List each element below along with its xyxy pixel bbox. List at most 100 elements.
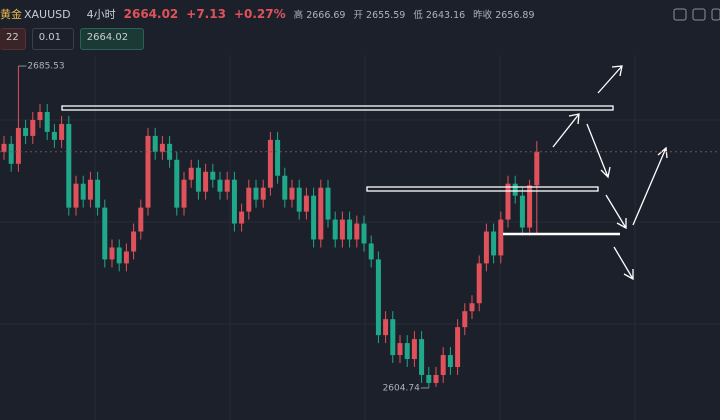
candle-body bbox=[102, 207, 108, 260]
candle-body bbox=[95, 179, 101, 208]
candle-body bbox=[267, 139, 273, 188]
candle-body bbox=[188, 167, 194, 180]
candle-body bbox=[73, 183, 79, 208]
prev-close: 2656.89 bbox=[495, 10, 535, 21]
candle-body bbox=[498, 219, 504, 256]
candle-body bbox=[332, 219, 338, 240]
change-pct: +0.27% bbox=[233, 7, 286, 21]
candle-body bbox=[87, 179, 93, 200]
candle-body bbox=[325, 187, 331, 220]
candle-body bbox=[44, 111, 50, 132]
candle-body bbox=[419, 339, 425, 375]
high: 2666.69 bbox=[306, 10, 346, 21]
candle-body bbox=[433, 374, 439, 383]
candle-body bbox=[210, 171, 216, 180]
candle-body bbox=[282, 175, 288, 200]
annotations bbox=[61, 65, 668, 281]
candle-body bbox=[296, 187, 302, 212]
low-label: 低 bbox=[413, 10, 423, 21]
candle-body bbox=[339, 219, 345, 240]
support-box bbox=[366, 186, 599, 192]
arrows bbox=[552, 65, 668, 281]
sell-price[interactable]: 22 bbox=[0, 28, 26, 50]
high-label: 高 bbox=[293, 10, 304, 21]
order-bar: 22 0.01 2664.02 bbox=[0, 28, 144, 50]
candle-body bbox=[411, 339, 417, 360]
resistance-box bbox=[61, 105, 614, 111]
price: 2664.02 bbox=[123, 7, 179, 21]
candle-body bbox=[159, 143, 165, 152]
candle-body bbox=[289, 187, 295, 200]
candle-body bbox=[519, 195, 525, 228]
buy-price[interactable]: 2664.02 bbox=[79, 28, 144, 50]
candles bbox=[1, 66, 540, 388]
candle-body bbox=[260, 187, 266, 200]
candle-body bbox=[404, 343, 410, 360]
candle-body bbox=[253, 187, 259, 200]
candle-body bbox=[534, 151, 540, 186]
candle-body bbox=[23, 127, 29, 136]
prev-label: 昨收 bbox=[473, 10, 493, 21]
candle-body bbox=[483, 231, 489, 264]
candle-body bbox=[303, 195, 309, 212]
candle-body bbox=[354, 223, 360, 240]
candle-body bbox=[505, 183, 511, 220]
candle-body bbox=[275, 139, 281, 176]
candle-body bbox=[131, 231, 137, 252]
candle-body bbox=[390, 319, 396, 356]
candle-body bbox=[311, 195, 317, 240]
candle-body bbox=[1, 143, 7, 152]
ticker[interactable]: XAUUSD bbox=[24, 7, 71, 21]
candle-body bbox=[397, 343, 403, 356]
candle-body bbox=[116, 247, 122, 264]
candle-body bbox=[66, 123, 72, 208]
candle-body bbox=[203, 171, 209, 192]
candle-body bbox=[123, 251, 129, 264]
candle-body bbox=[231, 179, 237, 224]
candle-body bbox=[318, 187, 324, 240]
candle-body bbox=[491, 231, 497, 256]
candle-body bbox=[51, 131, 57, 140]
open-label: 开 bbox=[353, 10, 363, 21]
interval[interactable]: 4小时 bbox=[86, 8, 116, 21]
candle-body bbox=[8, 143, 14, 164]
candle-body bbox=[383, 319, 389, 336]
symbol: 黄金 bbox=[0, 8, 22, 21]
candle-body bbox=[59, 123, 65, 140]
candle-body bbox=[145, 135, 151, 208]
candle-body bbox=[138, 207, 144, 232]
grid bbox=[0, 55, 720, 420]
candle-body bbox=[30, 119, 36, 136]
header: 黄金 XAUUSD 4小时 2664.02 +7.13 +0.27% 高 266… bbox=[0, 0, 720, 28]
candle-body bbox=[426, 374, 432, 383]
candle-body bbox=[455, 327, 461, 368]
candle-body bbox=[447, 355, 453, 368]
candle-body bbox=[167, 143, 173, 160]
candle-body bbox=[224, 179, 230, 192]
candle-body bbox=[476, 263, 482, 304]
candle-body bbox=[152, 135, 158, 152]
candle-body bbox=[195, 167, 201, 192]
lot-size[interactable]: 0.01 bbox=[31, 28, 74, 50]
candle-body bbox=[174, 159, 180, 208]
candle-body bbox=[217, 179, 223, 192]
candle-body bbox=[347, 219, 353, 240]
candle-body bbox=[361, 223, 367, 244]
candle-body bbox=[15, 127, 21, 164]
candle-body bbox=[246, 187, 252, 212]
candle-body bbox=[469, 303, 475, 312]
candle-body bbox=[375, 259, 381, 336]
candle-body bbox=[109, 247, 115, 260]
candle-body bbox=[368, 243, 374, 260]
candle-body bbox=[239, 211, 245, 224]
candle-body bbox=[80, 183, 86, 200]
change: +7.13 bbox=[186, 7, 226, 21]
candle-body bbox=[37, 111, 43, 120]
candle-body bbox=[181, 179, 187, 208]
toolbar-icons bbox=[673, 8, 720, 21]
candle-body bbox=[527, 185, 533, 228]
candle-body bbox=[512, 183, 518, 196]
candle-body bbox=[462, 311, 468, 328]
